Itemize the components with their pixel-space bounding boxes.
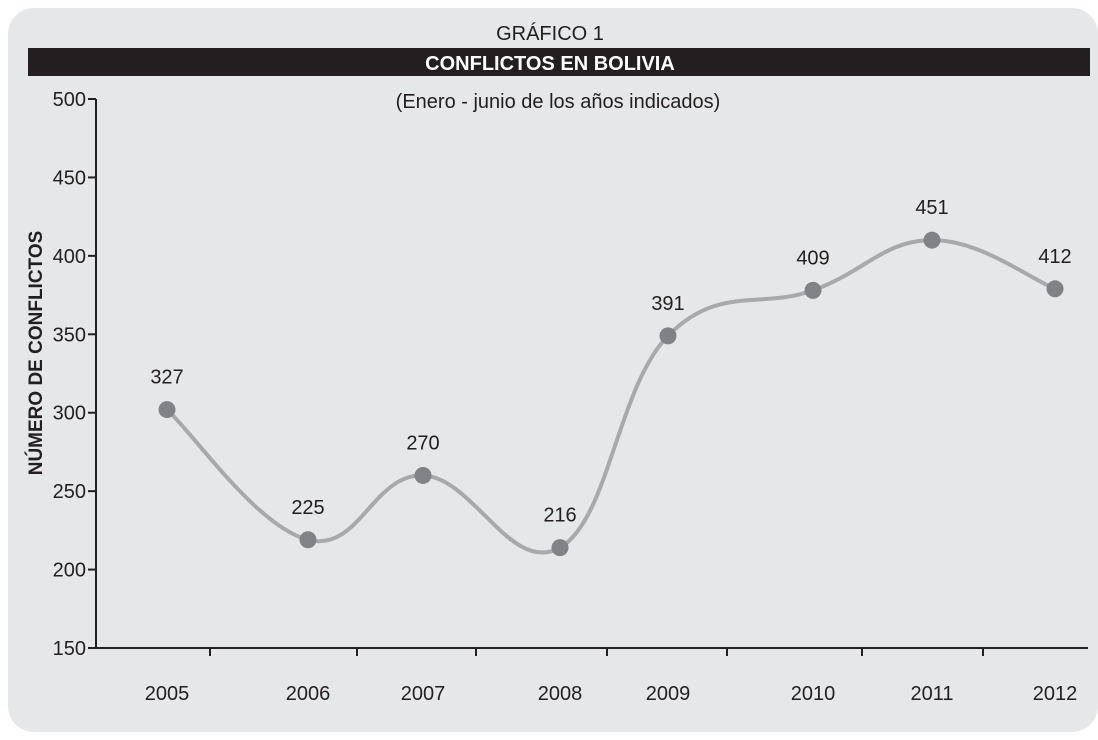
y-tick-label: 500 [53,89,86,111]
y-tick-label: 450 [53,167,86,189]
data-label: 391 [651,293,684,315]
data-label: 409 [796,247,829,269]
x-tick-label: 2007 [401,683,446,705]
title-bar [28,48,1090,76]
data-label: 225 [291,497,324,519]
chart-title: CONFLICTOS EN BOLIVIA [425,53,675,75]
x-tick-label: 2011 [910,683,953,705]
x-tick-label: 2009 [646,683,691,705]
chart-subtitle: (Enero - junio de los años indicados) [396,91,721,113]
y-tick-label: 400 [53,246,86,268]
data-point [804,281,822,299]
data-point [299,531,317,549]
data-point [414,466,432,484]
x-tick-label: 2005 [145,683,190,705]
data-label: 270 [406,432,439,454]
x-tick-label: 2006 [286,683,331,705]
data-label: 412 [1038,246,1071,268]
x-tick-label: 2012 [1033,683,1078,705]
y-tick-label: 250 [53,481,86,503]
y-axis-ticks: 150 200 250 300 350 400 450 500 [53,89,96,660]
data-point [551,539,569,557]
chart-supertitle: GRÁFICO 1 [496,22,604,45]
x-tick-label: 2010 [791,683,836,705]
x-tick-label: 2008 [538,683,583,705]
y-tick-label: 150 [53,638,86,660]
data-labels: 327 225 270 216 391 409 451 412 [150,197,1071,526]
data-label: 327 [150,367,183,389]
data-label: 451 [915,197,948,219]
data-point [158,401,176,419]
y-tick-label: 200 [53,560,86,582]
x-axis-ticks: 2005 2006 2007 2008 2009 2010 2011 2012 [145,648,1078,705]
data-point [1046,280,1064,298]
data-point [659,327,677,345]
data-label: 216 [543,505,576,527]
y-tick-label: 350 [53,324,86,346]
y-tick-label: 300 [53,403,86,425]
chart-panel [8,8,1098,732]
y-axis-title: NÚMERO DE CONFLICTOS [25,231,47,476]
series-markers [158,231,1064,557]
series-line [165,238,1057,555]
data-point [923,231,941,249]
